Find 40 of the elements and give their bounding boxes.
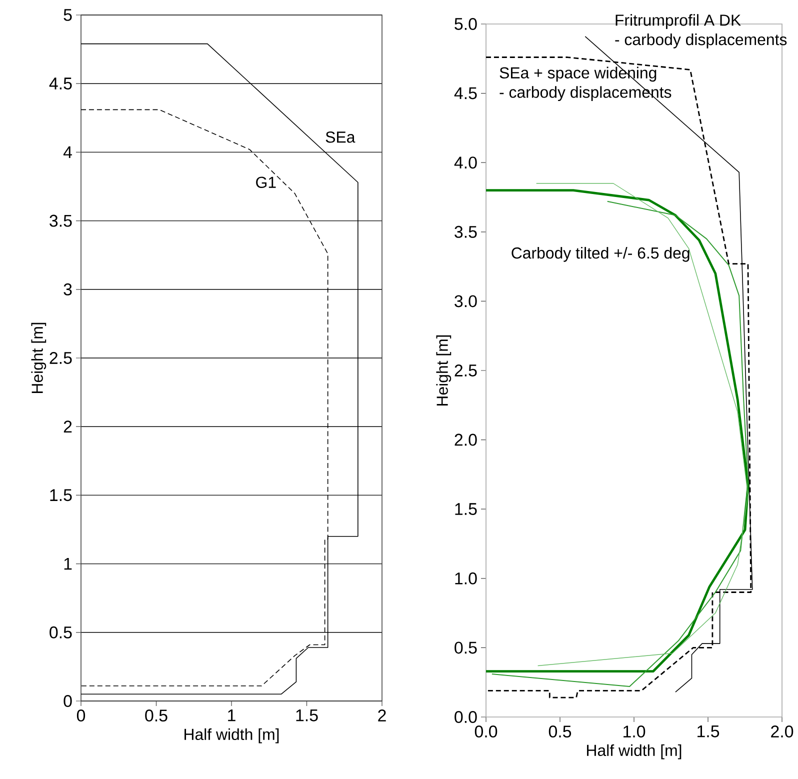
x-tick-label: 1 xyxy=(228,710,236,722)
y-tick-label: 2.5 xyxy=(454,364,477,376)
y-tick-label: 3 xyxy=(64,283,72,296)
annotation: - carbody displacements xyxy=(615,34,787,48)
y-tick-label: 0.5 xyxy=(50,626,72,638)
x-tick-label: 2.0 xyxy=(771,726,794,738)
y-tick-label: 3.0 xyxy=(454,295,477,308)
x-tick-label: 1.5 xyxy=(698,726,720,738)
annotation: Carbody tilted +/- 6.5 deg xyxy=(512,246,690,262)
series-label: Fritrumprofil A DK xyxy=(616,14,741,29)
y-tick-label: 4.5 xyxy=(454,87,477,100)
y-tick-label: 5 xyxy=(64,9,72,21)
y-tick-label: 2.0 xyxy=(454,434,477,446)
y-tick-label: 1.5 xyxy=(50,489,72,502)
x-tick-label: 0.5 xyxy=(548,726,572,738)
y-tick-label: 4.0 xyxy=(454,156,477,169)
x-axis-title: Half width [m] xyxy=(587,744,682,760)
y-tick-label: 5.0 xyxy=(454,18,477,30)
y-tick-label: 4 xyxy=(63,146,72,158)
y-tick-label: 1.0 xyxy=(455,572,477,584)
y-tick-label: 0.5 xyxy=(454,642,477,654)
series-label: SEa xyxy=(326,131,356,143)
y-tick-label: 2 xyxy=(64,420,72,433)
y-tick-label: 4.5 xyxy=(49,78,72,90)
x-tick-label: 0 xyxy=(76,710,86,722)
y-tick-label: 0 xyxy=(64,695,72,707)
y-axis-title: Height [m] xyxy=(31,322,46,394)
x-tick-label: 0.0 xyxy=(474,726,498,738)
x-tick-label: 1.0 xyxy=(624,726,646,738)
x-tick-label: 1.5 xyxy=(296,710,318,722)
x-axis-title: Half width [m] xyxy=(184,728,279,744)
x-tick-label: 2 xyxy=(378,710,386,722)
y-tick-label: 3.5 xyxy=(50,214,72,227)
x-tick-label: 0.5 xyxy=(145,710,168,722)
y-tick-label: 1 xyxy=(64,558,72,570)
y-tick-label: 3.5 xyxy=(454,226,477,238)
y-tick-label: 2.5 xyxy=(50,352,72,364)
y-tick-label: 1.5 xyxy=(455,503,477,516)
series-label: G1 xyxy=(256,176,276,188)
y-axis-title: Height [m] xyxy=(436,335,452,406)
